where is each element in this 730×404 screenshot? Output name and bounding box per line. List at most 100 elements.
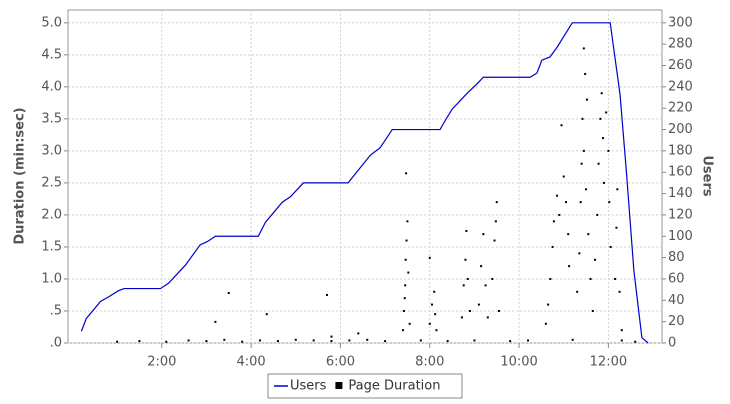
duration-point <box>401 329 404 332</box>
duration-point <box>462 284 465 287</box>
y2-tick-label: 300 <box>668 15 693 30</box>
duration-point <box>602 137 605 140</box>
x-tick-label: 2:00 <box>147 355 176 370</box>
duration-point <box>227 292 230 295</box>
duration-point <box>497 309 500 312</box>
y2-tick-label: 140 <box>668 186 693 201</box>
duration-point <box>587 233 590 236</box>
duration-point <box>491 277 494 280</box>
duration-point <box>620 339 623 342</box>
duration-point <box>552 220 555 223</box>
duration-point <box>484 284 487 287</box>
duration-point <box>460 316 463 319</box>
duration-point <box>556 194 559 197</box>
duration-point <box>259 339 262 342</box>
duration-point <box>494 220 497 223</box>
duration-point <box>607 149 610 152</box>
duration-point <box>402 309 405 312</box>
x-tick-label: 12:00 <box>590 355 627 370</box>
duration-point <box>560 124 563 127</box>
duration-point <box>435 329 438 332</box>
duration-point <box>509 340 512 343</box>
duration-point <box>357 332 360 335</box>
duration-point <box>600 92 603 95</box>
y2-tick-label: 40 <box>668 293 685 308</box>
y-tick-label: 1.5 <box>41 239 62 254</box>
y-tick-label: 5.0 <box>41 15 62 30</box>
duration-point <box>294 338 297 341</box>
duration-point <box>620 329 623 332</box>
y-tick-label: 4.0 <box>41 79 62 94</box>
y2-tick-label: 200 <box>668 122 693 137</box>
duration-point <box>482 233 485 236</box>
duration-point <box>634 340 637 343</box>
duration-point <box>582 47 585 50</box>
duration-point <box>468 309 471 312</box>
y2-tick-label: 100 <box>668 229 693 244</box>
legend-swatch <box>335 382 343 389</box>
y-axis-title: Duration (min:sec) <box>13 107 28 244</box>
y-tick-label: 3.0 <box>41 143 62 158</box>
duration-point <box>477 303 480 306</box>
duration-point <box>326 293 329 296</box>
duration-point <box>187 339 190 342</box>
duration-point <box>205 340 208 343</box>
y-tick-label: 4.5 <box>41 47 62 62</box>
duration-point <box>571 338 574 341</box>
duration-point <box>581 117 584 120</box>
duration-point <box>138 340 141 343</box>
y2-axis-title: Users <box>700 155 715 197</box>
y2-tick-label: 0 <box>668 336 676 351</box>
duration-point <box>544 322 547 325</box>
duration-point <box>348 339 351 342</box>
duration-point <box>597 162 600 165</box>
y2-tick-label: 80 <box>668 250 685 265</box>
duration-point <box>495 201 498 204</box>
y-tick-label: 2.5 <box>41 175 62 190</box>
duration-point <box>330 340 333 343</box>
duration-point <box>312 339 315 342</box>
duration-point <box>576 290 579 293</box>
duration-point <box>404 258 407 261</box>
y-tick-label: .5 <box>50 303 62 318</box>
duration-point <box>407 271 410 274</box>
y-tick-label: 2.0 <box>41 207 62 222</box>
duration-point <box>599 117 602 120</box>
y-tick-label: 1.0 <box>41 271 62 286</box>
y2-tick-label: 220 <box>668 101 693 116</box>
duration-point <box>547 303 550 306</box>
duration-point <box>608 201 611 204</box>
duration-point <box>480 265 483 268</box>
duration-point <box>404 284 407 287</box>
duration-point <box>408 322 411 325</box>
duration-point <box>406 220 409 223</box>
duration-point <box>568 265 571 268</box>
duration-point <box>276 340 279 343</box>
duration-point <box>428 322 431 325</box>
duration-point <box>551 245 554 248</box>
duration-point <box>614 277 617 280</box>
duration-point <box>585 98 588 101</box>
duration-point <box>585 188 588 191</box>
duration-point <box>466 277 469 280</box>
y2-tick-label: 280 <box>668 37 693 52</box>
duration-point <box>618 290 621 293</box>
users-line <box>80 22 649 344</box>
y2-tick-label: 240 <box>668 79 693 94</box>
duration-point <box>403 297 406 300</box>
duration-point <box>433 290 436 293</box>
duration-point <box>562 175 565 178</box>
duration-point <box>473 339 476 342</box>
duration-point <box>419 339 422 342</box>
duration-point <box>223 338 226 341</box>
duration-point <box>384 340 387 343</box>
duration-point <box>582 149 585 152</box>
x-tick-label: 6:00 <box>326 355 355 370</box>
duration-point <box>596 213 599 216</box>
duration-point <box>486 316 489 319</box>
x-tick-label: 10:00 <box>500 355 537 370</box>
y2-tick-label: 60 <box>668 271 685 286</box>
duration-point <box>567 233 570 236</box>
legend <box>267 373 463 399</box>
x-tick-label: 8:00 <box>415 355 444 370</box>
